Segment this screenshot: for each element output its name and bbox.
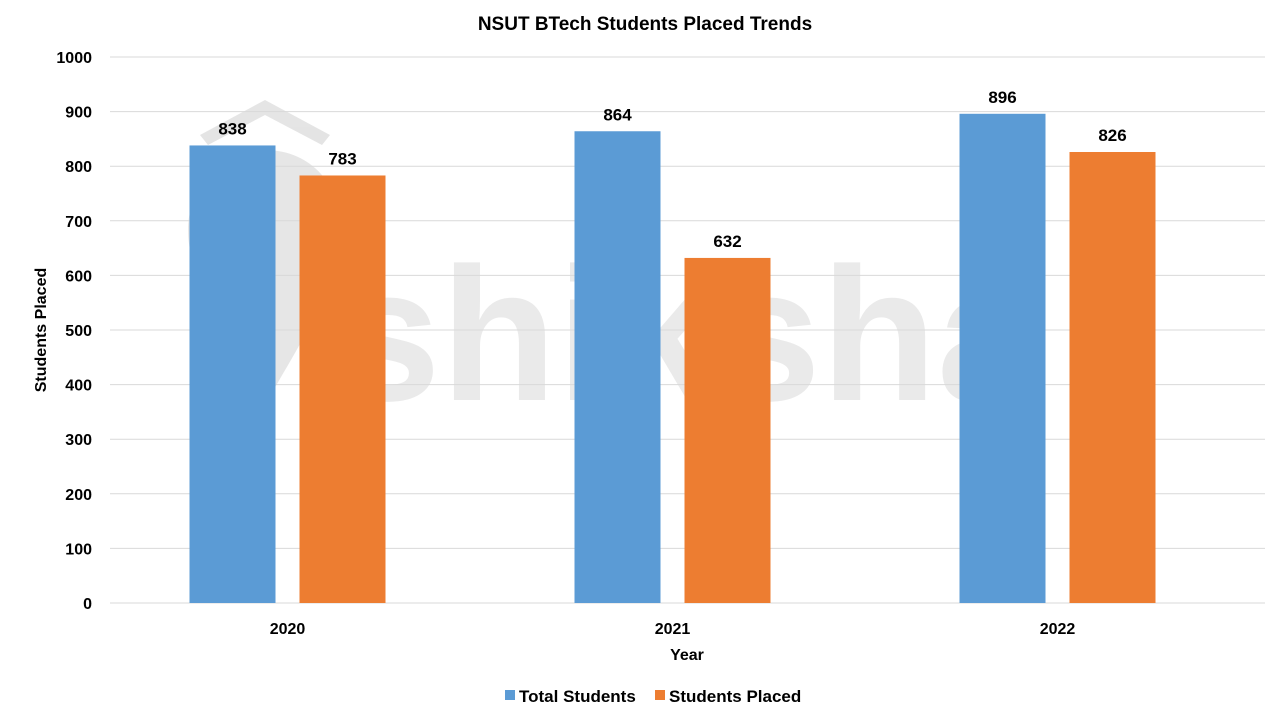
legend-swatch (505, 690, 515, 700)
data-label: 864 (603, 105, 632, 124)
data-label: 632 (713, 232, 741, 251)
data-label: 838 (218, 119, 246, 138)
y-tick-label: 200 (65, 487, 92, 504)
x-tick-label: 2020 (270, 621, 306, 638)
legend-swatch (655, 690, 665, 700)
bar (1069, 152, 1156, 603)
y-tick-label: 900 (65, 105, 92, 122)
x-axis-ticks: 2020 2021 2022 (270, 621, 1076, 638)
bar (299, 175, 386, 603)
y-axis-label: Students Placed (33, 268, 50, 392)
y-tick-label: 0 (83, 596, 92, 613)
bar (684, 257, 771, 603)
data-labels: 838 783 864 632 896 826 (218, 88, 1126, 251)
y-tick-label: 300 (65, 432, 92, 449)
data-label: 783 (328, 149, 356, 168)
legend-label: Students Placed (669, 687, 801, 706)
legend: Total Students Students Placed (505, 687, 801, 706)
bar (574, 131, 661, 604)
x-axis-label: Year (670, 647, 704, 664)
bar (959, 113, 1046, 603)
y-axis-ticks: 0 100 200 300 400 500 600 700 800 900 1000 (56, 50, 92, 613)
x-tick-label: 2021 (655, 621, 691, 638)
bar (189, 145, 276, 603)
y-tick-label: 100 (65, 541, 92, 558)
x-tick-label: 2022 (1040, 621, 1076, 638)
legend-item: Total Students (505, 687, 636, 706)
y-tick-label: 1000 (56, 50, 92, 67)
legend-item: Students Placed (655, 687, 801, 706)
data-label: 896 (988, 88, 1016, 107)
y-tick-label: 700 (65, 214, 92, 231)
bars (189, 113, 1156, 604)
y-tick-label: 500 (65, 323, 92, 340)
y-tick-label: 400 (65, 378, 92, 395)
y-tick-label: 800 (65, 159, 92, 176)
y-tick-label: 600 (65, 268, 92, 285)
data-label: 826 (1098, 126, 1126, 145)
chart-title: NSUT BTech Students Placed Trends (478, 14, 812, 35)
legend-label: Total Students (519, 687, 636, 706)
